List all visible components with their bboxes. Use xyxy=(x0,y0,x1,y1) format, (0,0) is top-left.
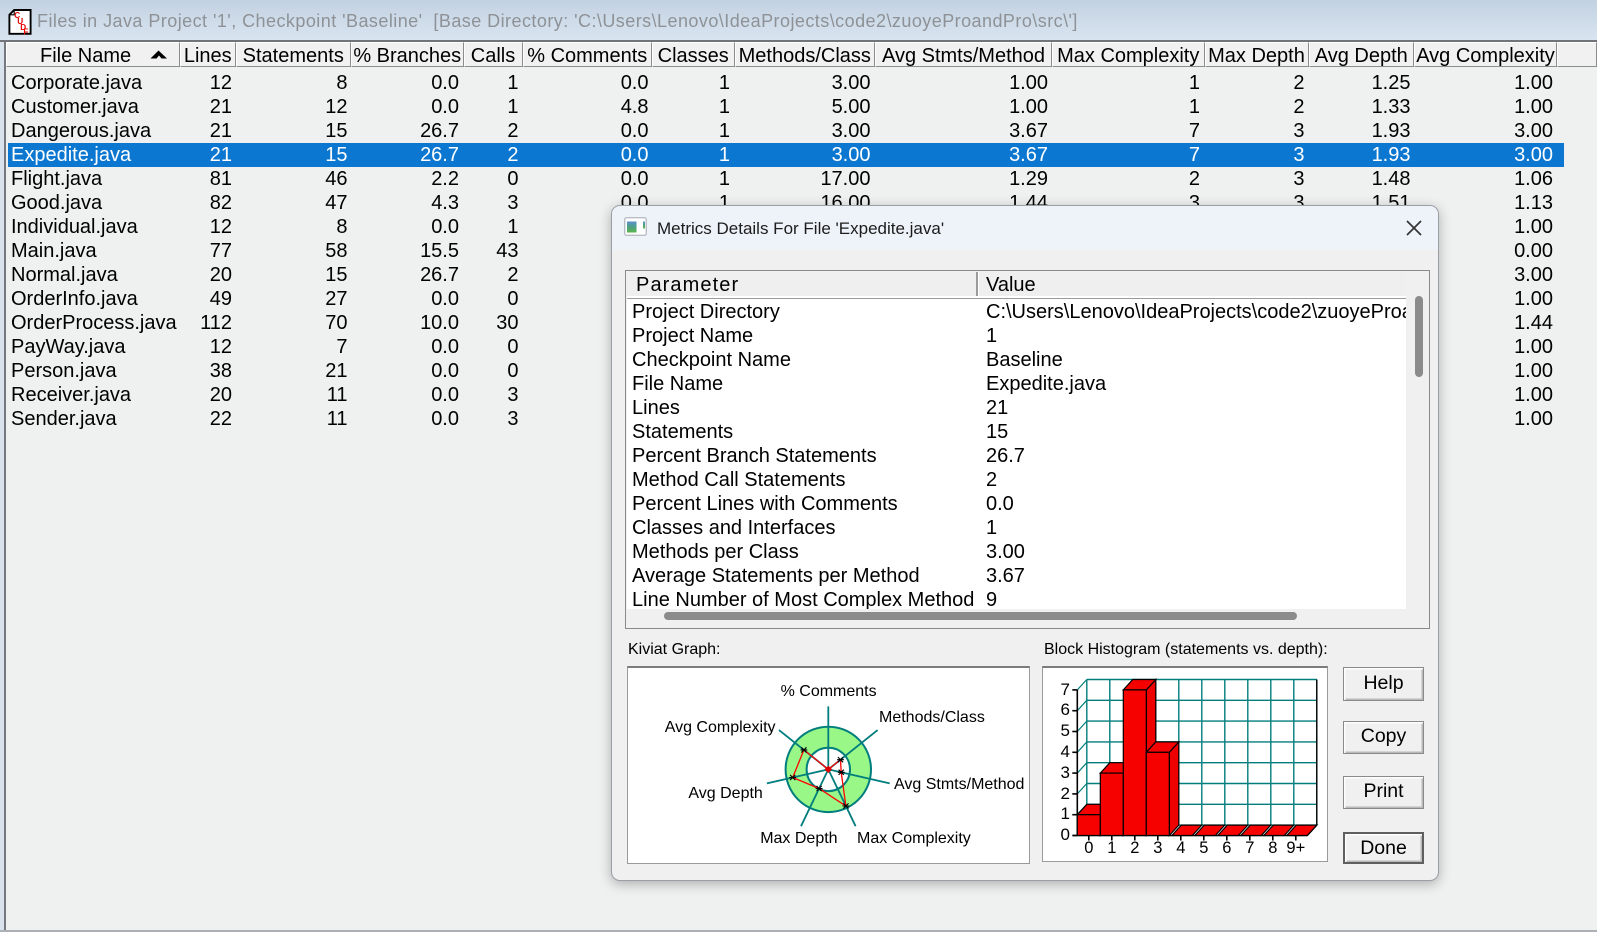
svg-text:F: F xyxy=(23,28,28,35)
svg-text:D: D xyxy=(20,23,26,32)
svg-text:C: C xyxy=(14,11,20,20)
svg-text:U: U xyxy=(17,17,23,26)
